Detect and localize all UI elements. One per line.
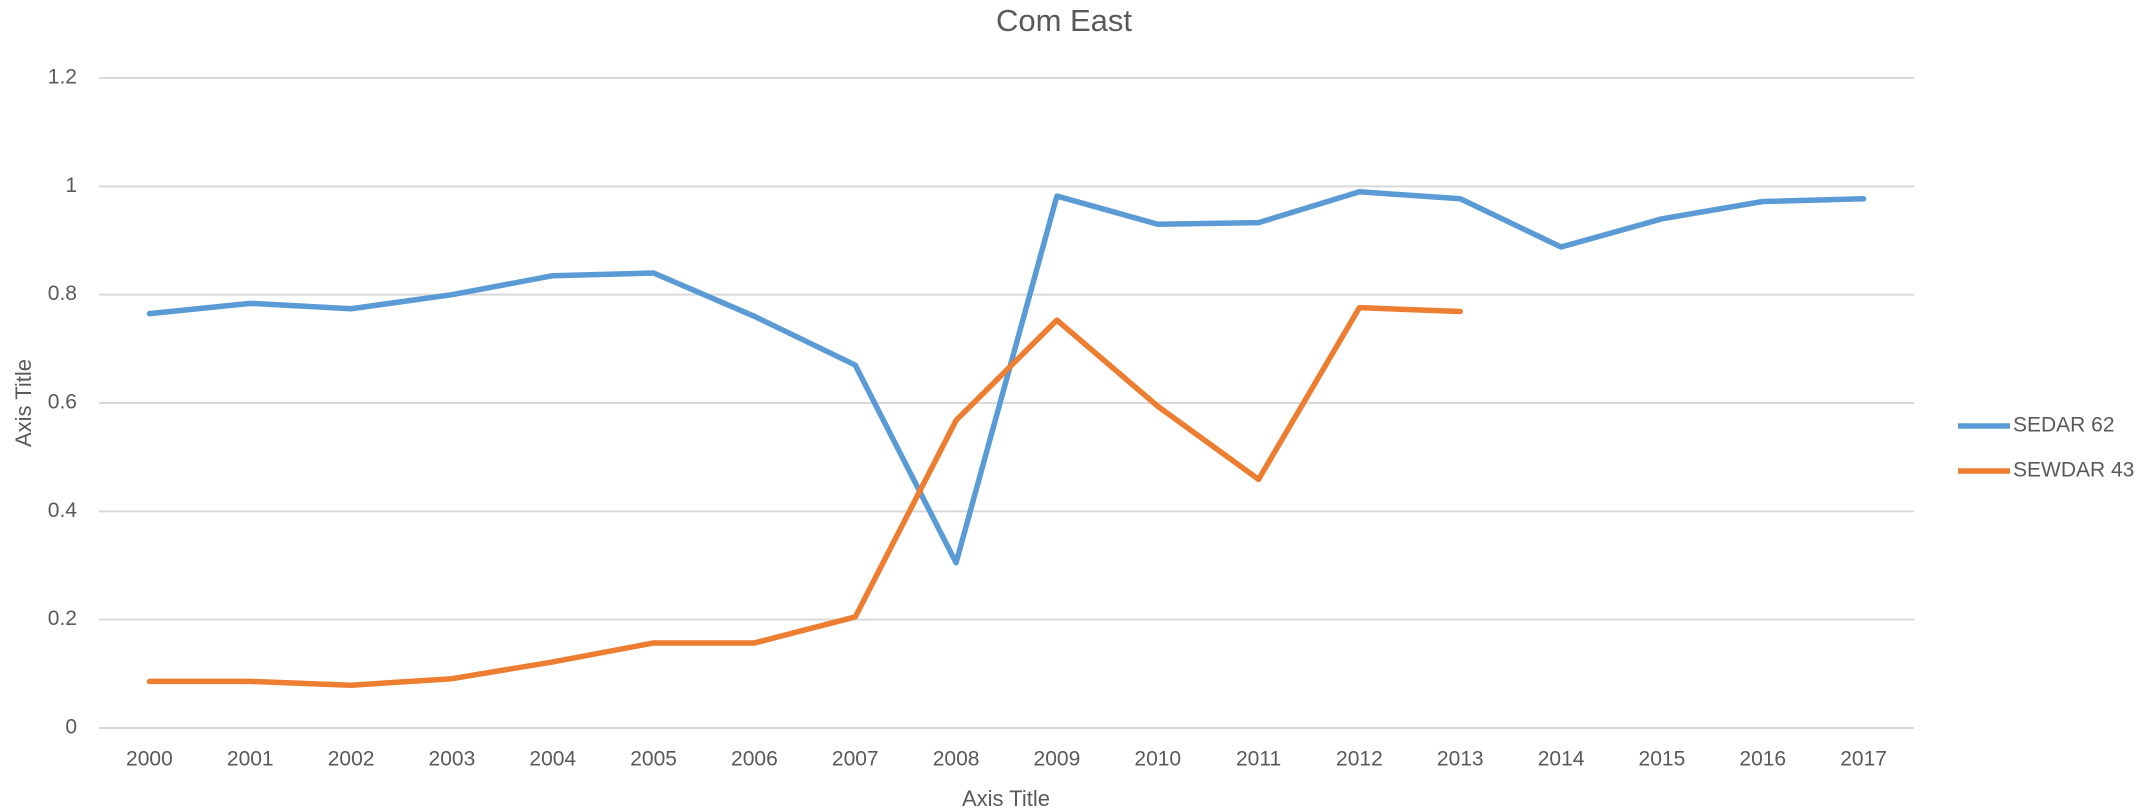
y-axis-title: Axis Title <box>11 359 36 447</box>
legend-label: SEWDAR 43 <box>2013 459 2134 482</box>
y-tick-label: 1.2 <box>48 66 77 89</box>
y-tick-label: 1 <box>65 174 77 197</box>
x-tick-label: 2003 <box>429 748 476 771</box>
x-tick-label: 2016 <box>1739 748 1786 771</box>
x-tick-label: 2011 <box>1236 748 1281 771</box>
chart-title: Com East <box>996 3 1132 38</box>
y-tick-label: 0 <box>65 716 77 739</box>
x-axis-title: Axis Title <box>962 786 1050 811</box>
x-tick-label: 2001 <box>227 748 274 771</box>
x-tick-label: 2006 <box>731 748 778 771</box>
x-tick-label: 2009 <box>1034 748 1081 771</box>
line-series <box>146 304 1463 688</box>
x-tick-label: 2017 <box>1840 748 1887 771</box>
y-tick-label: 0.6 <box>48 391 77 414</box>
x-tick-label: 2002 <box>328 748 375 771</box>
line-series <box>146 189 1867 566</box>
x-tick-label: 2014 <box>1538 748 1585 771</box>
x-tick-label: 2012 <box>1336 748 1383 771</box>
x-tick-label: 2000 <box>126 748 173 771</box>
x-tick-label: 2005 <box>630 748 677 771</box>
x-tick-label: 2015 <box>1639 748 1686 771</box>
x-tick-label: 2004 <box>529 748 576 771</box>
y-tick-label: 0.2 <box>48 607 77 630</box>
x-tick-label: 2008 <box>933 748 980 771</box>
x-tick-label: 2013 <box>1437 748 1484 771</box>
x-tick-label: 2010 <box>1134 748 1181 771</box>
legend-label: SEDAR 62 <box>2013 414 2115 437</box>
y-tick-label: 0.8 <box>48 282 77 305</box>
x-tick-label: 2007 <box>832 748 879 771</box>
y-tick-label: 0.4 <box>48 499 78 522</box>
